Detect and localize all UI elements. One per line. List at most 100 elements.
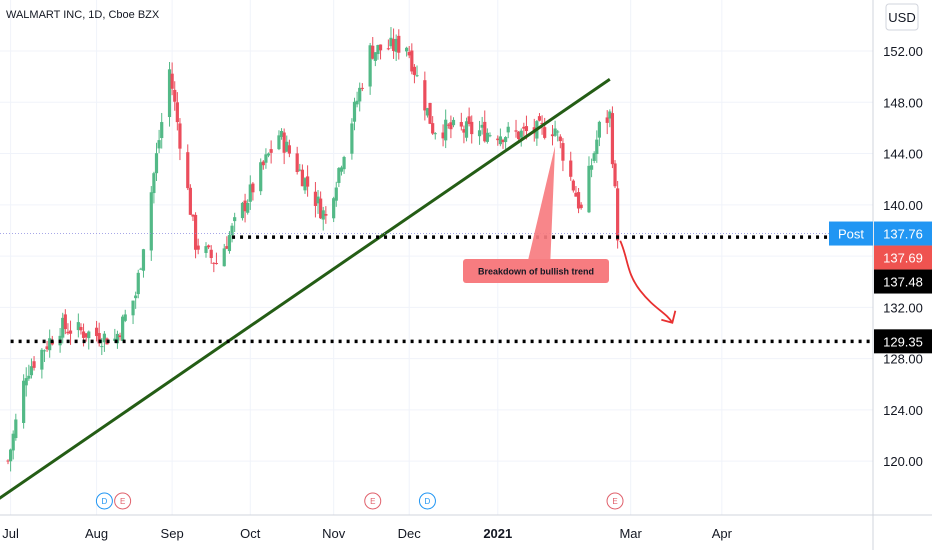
candle [285,135,289,153]
candle-body [522,126,526,129]
candle-body [571,180,575,191]
candle [279,128,284,140]
candle [196,238,200,255]
y-tick-label: 140.00 [883,198,923,213]
candle [191,214,195,222]
candle-body [595,139,599,155]
candle [306,165,310,197]
candle [22,374,26,429]
y-tick-label: 120.00 [883,454,923,469]
candle [173,81,177,111]
support-level-box [874,269,932,294]
candle [84,333,88,342]
candle [352,97,357,131]
candle [467,107,471,127]
candle-body [576,192,581,209]
candle [558,134,562,149]
candle-body [613,163,617,187]
candle-body [316,196,320,204]
candle [300,164,304,187]
candle-body [451,119,456,126]
candle-body [524,126,529,132]
candle [506,122,510,139]
candle-body [610,113,615,165]
candle-body [355,100,359,105]
candle-body [121,316,125,341]
candle-body [178,123,182,149]
candle-body [423,80,427,111]
candle-body [470,121,474,135]
candle-body [537,116,542,121]
earnings-marker [606,492,624,510]
candle-body [334,187,338,201]
target-level-box [874,329,932,354]
candle [6,459,10,465]
candle-body [24,378,28,386]
candle-body [212,262,216,264]
candle-body [266,153,271,156]
candle [29,358,34,379]
candle-body [480,124,484,128]
candle-body [298,169,302,171]
candle [269,140,273,164]
x-tick-label: Apr [712,526,733,541]
candle-body [40,349,44,370]
candle-body [501,139,505,143]
close-price-value: 137.69 [883,251,923,266]
candle [139,267,143,270]
candle-body [173,89,177,102]
candle-body [543,127,547,138]
candle [431,116,435,135]
bullish-trendline [0,77,611,500]
candle [32,356,36,371]
currency-label: USD [888,10,915,25]
candle [303,177,307,194]
candle-body [84,333,88,338]
candle [136,269,140,299]
candle [569,151,573,181]
candle-body [243,200,247,212]
candle [193,212,198,259]
candle-body [285,141,289,152]
candle-body [574,192,578,197]
projection-arrowhead [661,310,677,324]
candle [470,115,474,144]
candle [376,44,380,60]
candle [87,330,91,350]
candle-body [175,102,179,123]
candle [298,163,302,172]
currency-button[interactable] [885,3,919,31]
x-tick-label: Nov [322,526,346,541]
candle-body [397,35,401,53]
candle [170,62,174,96]
candle-body [415,75,419,77]
candle-body [561,143,565,161]
candle [79,323,83,335]
candle [264,148,268,169]
x-tick-label: Sep [161,526,184,541]
candle-body [196,245,200,250]
candle-body [556,131,560,133]
candle-body [378,44,383,51]
candle [589,158,594,178]
candle [464,117,469,142]
candle-body [368,45,372,87]
x-tick-label: Dec [398,526,422,541]
candle [204,242,208,258]
candle [149,186,153,261]
candle-body [42,350,47,352]
candlestick-series [6,27,620,472]
candle [48,329,52,358]
candle-body [514,130,518,132]
candle [514,119,518,138]
candle [444,109,448,149]
candle [386,39,390,51]
candle [94,320,99,342]
candle-body [261,161,265,166]
candle [319,191,323,219]
candle [188,184,192,216]
candle-body [352,101,357,122]
candle-body [186,152,190,189]
